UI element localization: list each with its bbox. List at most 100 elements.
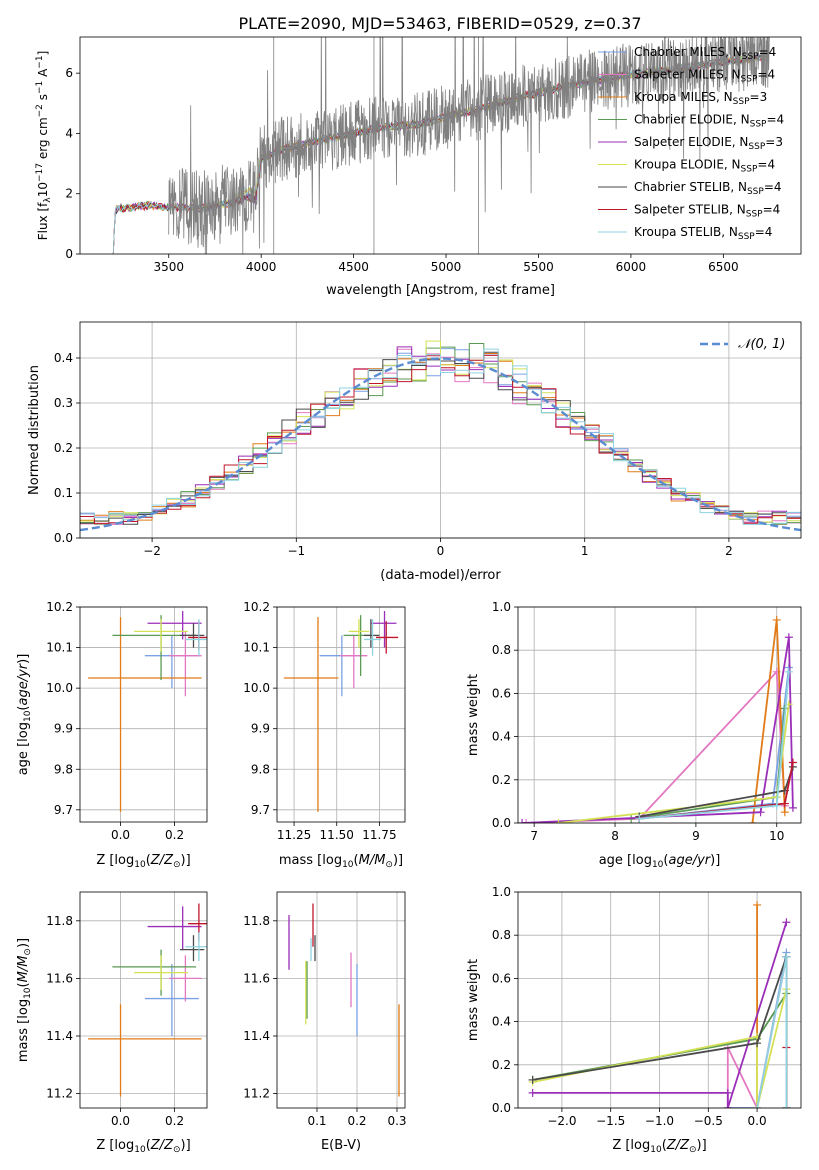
legend-label-part: Salpeter STELIB, N bbox=[634, 203, 746, 217]
y-axis-label-part: 10 bbox=[23, 987, 33, 999]
y-tick-label: 0.3 bbox=[54, 396, 73, 410]
x-axis-label-part: ⊙ bbox=[173, 1145, 181, 1155]
x-axis-label: (data-model)/error bbox=[380, 568, 501, 583]
x-tick-label: 11.50 bbox=[320, 828, 354, 842]
y-tick-label: 9.7 bbox=[251, 803, 270, 817]
y-axis-label: Normed distribution bbox=[27, 365, 42, 495]
y-tick-label: 11.2 bbox=[243, 1087, 270, 1101]
x-tick-label: 2 bbox=[725, 544, 733, 558]
axes-frame bbox=[276, 891, 406, 1109]
weight-marker bbox=[772, 801, 781, 810]
x-axis-label-part: Z [log bbox=[96, 853, 134, 868]
x-tick-label: 0.3 bbox=[387, 1114, 406, 1128]
y-axis-label-part: ( bbox=[16, 982, 31, 987]
x-axis-label-part: 10 bbox=[134, 860, 146, 870]
x-tick-label: 11.25 bbox=[277, 828, 311, 842]
x-axis-label-part: Z/Z bbox=[666, 1138, 690, 1153]
axes-frame bbox=[79, 36, 802, 255]
legend-label-part: Kroupa STELIB, N bbox=[634, 225, 738, 239]
weight-marker bbox=[753, 1039, 762, 1048]
axes-frame bbox=[79, 891, 208, 1109]
x-tick-label: 8 bbox=[611, 829, 619, 843]
axes-weight-vs-Z: −2.0 −1.5 −1.0 −0.5 0.0 0.0 0.2 0.4 0.6 0.8 1.0 Z [… bbox=[466, 885, 802, 1155]
y-axis-label-part: 10 bbox=[23, 710, 33, 722]
error-point bbox=[144, 964, 199, 1036]
error-point bbox=[88, 1004, 202, 1097]
y-tick-label: 10.1 bbox=[243, 641, 270, 655]
plot-area-weight-vs-age bbox=[518, 615, 797, 823]
weight-marker bbox=[748, 819, 757, 823]
legend-label: Chabrier STELIB, NSSP=4 bbox=[634, 180, 782, 197]
weight-line bbox=[532, 921, 788, 1108]
legend-label-part: Kroupa MILES, N bbox=[634, 90, 733, 104]
error-point bbox=[169, 631, 202, 697]
legend-label-part: =4 bbox=[757, 68, 775, 82]
x-tick-label: −2.0 bbox=[547, 1114, 576, 1128]
y-tick-label: 0.2 bbox=[54, 441, 73, 455]
y-axis-label-part: mass [log bbox=[16, 999, 31, 1062]
legend-label: 𝒩(0, 1) bbox=[738, 337, 785, 352]
legend-label: Salpeter MILES, NSSP=4 bbox=[634, 68, 775, 85]
legend-label: Kroupa STELIB, NSSP=4 bbox=[634, 225, 772, 242]
y-tick-label: 10.0 bbox=[243, 681, 270, 695]
x-axis-label: Z [log10(Z/Z⊙)] bbox=[612, 1138, 706, 1155]
y-axis-label-part: λ bbox=[43, 197, 53, 203]
error-point bbox=[364, 619, 382, 656]
error-point bbox=[375, 621, 399, 654]
y-tick-label: 0.8 bbox=[492, 643, 511, 657]
error-point bbox=[185, 619, 207, 656]
x-tick-label: −2 bbox=[143, 544, 161, 558]
weight-marker bbox=[782, 952, 791, 961]
weight-marker bbox=[772, 615, 781, 624]
x-axis-label-part: M/M bbox=[359, 853, 386, 868]
legend-label-part: Salpeter ELODIE, N bbox=[634, 135, 748, 149]
y-tick-label: 11.6 bbox=[46, 971, 73, 985]
y-tick-label: 10.2 bbox=[46, 600, 73, 614]
x-axis-label: mass [log10(M/M⊙)] bbox=[279, 853, 403, 870]
y-axis-label-part: −1 bbox=[35, 55, 45, 68]
x-tick-label: 5000 bbox=[431, 260, 462, 274]
y-tick-label: 0.4 bbox=[492, 730, 511, 744]
y-axis-label-part: ( bbox=[16, 706, 31, 711]
legend-label-part: =4 bbox=[755, 225, 773, 239]
x-axis-label-part: Z/Z bbox=[150, 853, 174, 868]
legend-label: Kroupa ELODIE, NSSP=4 bbox=[634, 158, 775, 175]
weight-marker bbox=[723, 1104, 732, 1108]
y-tick-label: 9.9 bbox=[251, 722, 270, 736]
y-axis-label-part: age [log bbox=[16, 722, 31, 775]
y-tick-label: 11.8 bbox=[46, 914, 73, 928]
legend-label-part: SSP bbox=[750, 120, 767, 130]
legend-label-part: Salpeter MILES, N bbox=[634, 68, 741, 82]
legend-label: Chabrier MILES, NSSP=4 bbox=[634, 45, 776, 62]
x-axis-label-part: ( bbox=[354, 853, 359, 868]
x-tick-label: 0.1 bbox=[307, 1114, 326, 1128]
y-axis-label-part: erg cm bbox=[36, 117, 50, 163]
legend-label-part: =3 bbox=[765, 135, 783, 149]
x-tick-label: 4000 bbox=[246, 260, 277, 274]
x-axis-label-part: ⊙ bbox=[173, 860, 181, 870]
x-tick-label: 0.0 bbox=[748, 1114, 767, 1128]
plot-area-mass-vs-Z bbox=[88, 903, 207, 1097]
x-axis-label-part: 10 bbox=[650, 1145, 662, 1155]
y-tick-label: 0.4 bbox=[492, 1015, 511, 1029]
x-axis-label-part: age/yr bbox=[668, 853, 711, 868]
y-tick-label: 9.8 bbox=[251, 762, 270, 776]
x-tick-label: 0.0 bbox=[111, 1114, 130, 1128]
weight-marker bbox=[528, 1075, 537, 1084]
y-tick-label: 11.4 bbox=[46, 1029, 73, 1043]
x-axis-label-part: )] bbox=[181, 853, 191, 868]
weight-marker bbox=[723, 1088, 732, 1097]
error-point bbox=[364, 619, 380, 648]
y-tick-label: 11.2 bbox=[46, 1087, 73, 1101]
x-axis-label-part: 10 bbox=[652, 860, 664, 870]
y-axis-label-part: )] bbox=[16, 654, 31, 664]
plot-area-spectrum bbox=[112, 37, 770, 254]
axes-age-vs-Z: 0.0 0.29.79.89.910.010.110.2Z [log10(Z/Z⊙… bbox=[16, 600, 208, 870]
error-point bbox=[188, 903, 207, 941]
y-tick-label: 2 bbox=[65, 187, 73, 201]
legend-label-part: SSP bbox=[738, 232, 755, 242]
x-tick-label: 7 bbox=[530, 829, 538, 843]
normal-curve bbox=[80, 357, 801, 532]
